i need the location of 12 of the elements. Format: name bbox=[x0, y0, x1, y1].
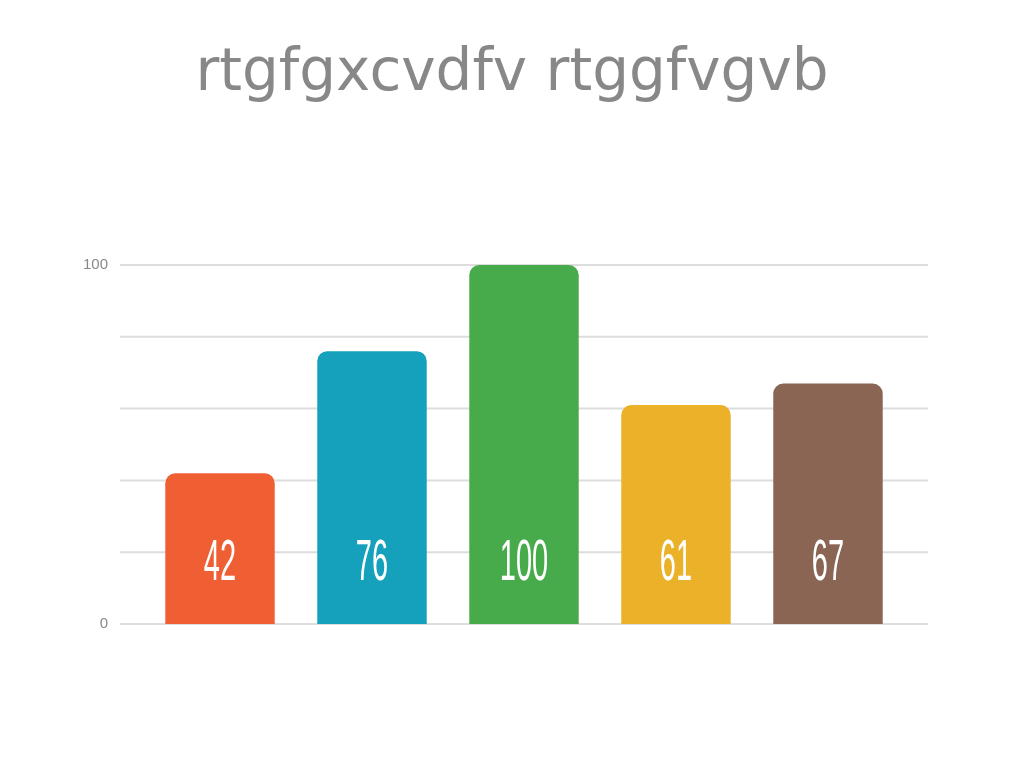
data-label: 67 bbox=[811, 526, 845, 593]
bar bbox=[317, 351, 427, 624]
bar bbox=[621, 405, 731, 624]
bar bbox=[773, 383, 883, 624]
data-label: 76 bbox=[355, 526, 389, 593]
bar bbox=[165, 473, 275, 624]
data-label: 61 bbox=[659, 526, 693, 593]
data-label: 100 bbox=[499, 526, 549, 593]
y-tick-label: 0 bbox=[99, 614, 108, 632]
bar bbox=[469, 265, 579, 624]
data-label: 42 bbox=[203, 526, 237, 593]
chart-title: rtgfgxcvdfv rtggfvgvb bbox=[194, 36, 830, 104]
